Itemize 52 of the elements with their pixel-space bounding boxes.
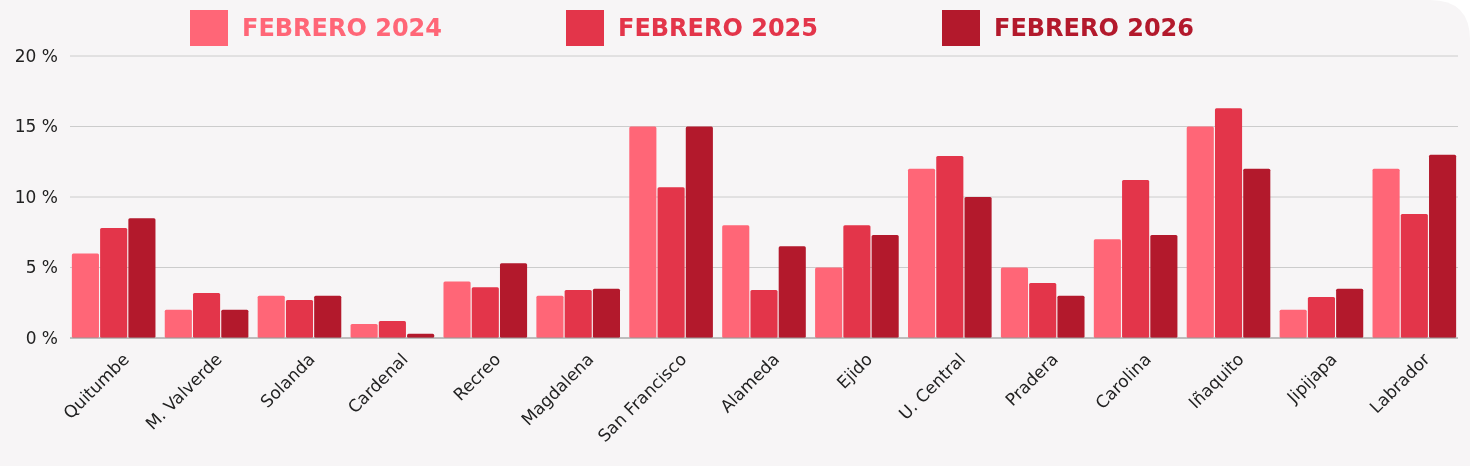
bar: [1372, 168, 1400, 338]
bar: [815, 267, 843, 338]
bar: [629, 126, 657, 338]
y-tick-label: 10 %: [14, 186, 58, 207]
bar: [314, 295, 342, 338]
bar: [908, 168, 936, 338]
bar: [378, 321, 406, 338]
bar: [657, 187, 685, 338]
bar: [1186, 126, 1214, 338]
bar: [592, 288, 620, 338]
bar: [564, 290, 592, 338]
bar: [164, 309, 192, 338]
bar: [750, 290, 778, 338]
legend-label: FEBRERO 2024: [242, 14, 442, 43]
bar: [871, 235, 899, 338]
bar: [722, 225, 750, 338]
bar: [685, 126, 713, 338]
bar: [1150, 235, 1178, 338]
bar: [350, 323, 378, 338]
bar: [499, 263, 528, 338]
bar: [843, 225, 871, 338]
bar: [1336, 288, 1364, 338]
bar: [257, 295, 285, 338]
bar: [71, 253, 99, 338]
legend-label: FEBRERO 2025: [618, 14, 818, 43]
bar: [471, 287, 499, 338]
y-tick-label: 0 %: [25, 327, 58, 348]
bar: [1057, 295, 1085, 338]
y-tick-label: 5 %: [25, 257, 58, 278]
bar: [443, 281, 471, 338]
bar: [1243, 168, 1271, 338]
bar: [778, 246, 806, 338]
bar: [1000, 267, 1029, 338]
bar: [221, 309, 249, 338]
y-tick-label: 15 %: [14, 116, 58, 137]
bar: [1093, 239, 1121, 338]
y-tick-label: 20 %: [14, 45, 58, 66]
bar: [1307, 297, 1335, 338]
bar: [536, 295, 564, 338]
bar: [964, 197, 992, 338]
bar: [936, 156, 964, 338]
legend-label: FEBRERO 2026: [994, 14, 1194, 43]
bar: [1429, 154, 1457, 338]
bar: [100, 228, 128, 338]
bar: [1279, 309, 1307, 338]
bar: [285, 299, 314, 338]
bar: [193, 292, 221, 338]
bar: [128, 218, 156, 338]
bar: [1214, 108, 1243, 338]
bar: [1122, 180, 1150, 338]
bar: [1400, 213, 1428, 338]
bar: [1029, 283, 1057, 338]
